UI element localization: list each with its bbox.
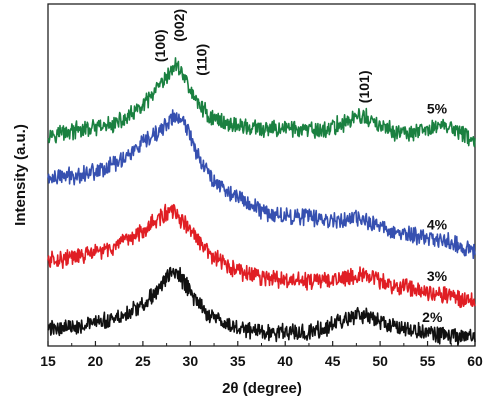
peak-annotation: (002) bbox=[171, 9, 187, 42]
series-label: 4% bbox=[427, 217, 448, 233]
x-tick-label: 35 bbox=[230, 353, 246, 369]
annotation-layer: (100)(002) (110) (101) 5% 4% 3% 2% bbox=[152, 9, 448, 325]
series-line-5pct bbox=[47, 57, 476, 148]
series-layer bbox=[47, 57, 476, 346]
peak-annotation: (110) bbox=[194, 44, 210, 76]
series-label: 5% bbox=[427, 100, 448, 116]
x-tick-label: 20 bbox=[88, 353, 104, 369]
tick-layer: 15 20 25 30 35 40 45 50 55 60 bbox=[40, 341, 483, 369]
x-tick-label: 55 bbox=[420, 353, 436, 369]
x-axis-title: 2θ (degree) bbox=[222, 380, 302, 397]
x-tick-label: 60 bbox=[467, 353, 483, 369]
x-tick-label: 40 bbox=[277, 353, 293, 369]
x-tick-label: 30 bbox=[183, 353, 199, 369]
series-line-4pct bbox=[47, 109, 476, 260]
peak-annotation: (101) bbox=[356, 71, 372, 104]
x-tick-label: 45 bbox=[325, 353, 341, 369]
x-tick-label: 15 bbox=[40, 353, 56, 369]
x-tick-label: 50 bbox=[372, 353, 388, 369]
series-label: 3% bbox=[427, 268, 448, 284]
y-axis-title: Intensity (a.u.) bbox=[12, 124, 29, 226]
series-label: 2% bbox=[422, 309, 443, 325]
series-line-3pct bbox=[47, 203, 476, 309]
peak-annotation: (100) bbox=[152, 29, 168, 62]
x-tick-label: 25 bbox=[135, 353, 151, 369]
series-line-2pct bbox=[47, 266, 476, 346]
